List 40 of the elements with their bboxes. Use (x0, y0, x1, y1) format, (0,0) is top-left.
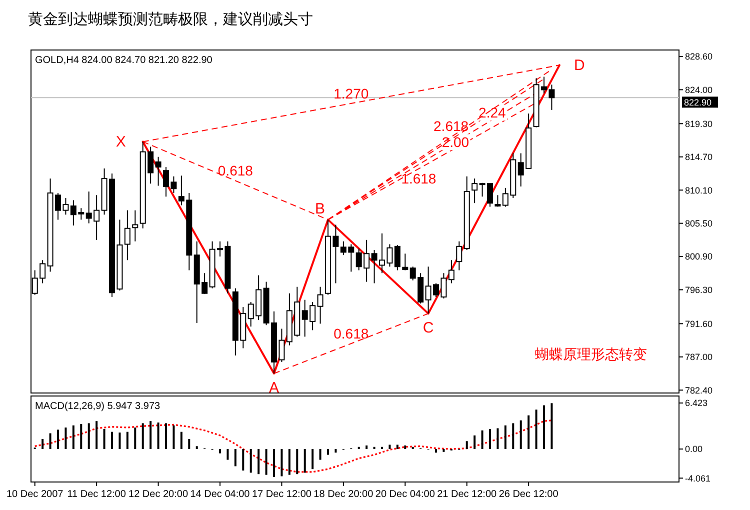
text: GOLD,H4 824.00 824.70 821.20 822.90 (35, 55, 213, 66)
y-tick-label: 824.00 (685, 84, 713, 95)
y-tick-label: 782.40 (685, 385, 713, 396)
data-label: A (268, 380, 280, 397)
y-tick-label: -4.061 (685, 473, 711, 484)
x-tick-label: 11 Dec 12:00 (67, 489, 126, 500)
y-tick-label: 819.30 (685, 118, 713, 129)
annotation: 蝴蝶原理形态转变 (535, 347, 647, 363)
y-tick-label: 800.90 (685, 252, 713, 262)
series-label: 1.618 (401, 170, 436, 187)
data-label: B (314, 200, 326, 218)
series-label: 2.24 (478, 104, 506, 121)
data-label: X (116, 134, 126, 151)
series-label: 1.270 (334, 85, 369, 102)
y-tick-label: 814.70 (685, 152, 713, 162)
data-label: C (422, 320, 434, 337)
series-label: 0.618 (334, 326, 369, 342)
x-tick-label: 17 Dec 12:00 (252, 489, 312, 500)
x-tick-label: 20 Dec 04:00 (375, 489, 436, 500)
y-tick-label: 810.10 (685, 185, 713, 196)
y-tick-label: 796.30 (685, 284, 713, 295)
text: MACD(12,26,9) 5.947 3.973 (35, 401, 161, 412)
y-tick-label: 0.00 (685, 444, 703, 454)
y-tick-label: 828.60 (685, 52, 713, 62)
ref-line-label: 822.90 (684, 98, 712, 108)
x-tick-label: 12 Dec 20:00 (128, 489, 188, 500)
y-tick-label: 791.60 (685, 318, 713, 329)
series-label: 0.618 (218, 162, 254, 179)
series-label: 2.618 (434, 118, 469, 134)
x-tick-label: 18 Dec 20:00 (314, 489, 374, 500)
x-tick-label: 21 Dec 12:00 (437, 489, 498, 500)
x-tick-label: 14 Dec 04:00 (190, 489, 250, 500)
y-tick-label: 6.423 (685, 398, 708, 408)
series-label: 2.00 (442, 134, 470, 150)
y-tick-label: 805.50 (685, 218, 713, 229)
y-tick-label: 787.00 (685, 352, 713, 362)
data-label: D (574, 57, 586, 74)
x-tick-label: 10 Dec 2007 (6, 489, 64, 500)
x-tick-label: 26 Dec 12:00 (498, 489, 559, 500)
chart-title: 黄金到达蝴蝶预测范畴极限，建议削减头寸 (28, 10, 313, 28)
